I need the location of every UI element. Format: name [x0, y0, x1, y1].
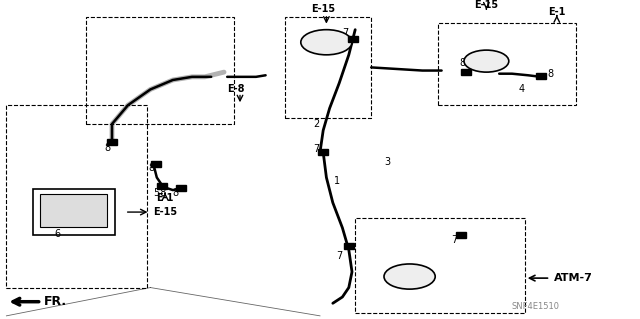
Bar	[107, 139, 117, 145]
Text: 8: 8	[547, 69, 554, 79]
Text: 6: 6	[54, 229, 61, 239]
Text: 8: 8	[460, 58, 466, 68]
Text: E-8: E-8	[227, 85, 244, 94]
Circle shape	[464, 50, 509, 72]
Circle shape	[301, 30, 352, 55]
Text: 7: 7	[451, 235, 458, 245]
Text: E-1: E-1	[548, 7, 566, 17]
Bar	[355, 219, 525, 313]
Bar	[536, 73, 546, 79]
Bar	[176, 185, 186, 191]
Text: 3: 3	[384, 157, 390, 167]
Text: 7: 7	[342, 28, 349, 38]
Text: E-15: E-15	[154, 207, 178, 217]
Text: 7: 7	[336, 251, 342, 261]
Text: 7: 7	[314, 144, 320, 154]
Text: 8: 8	[104, 143, 111, 152]
Bar	[157, 183, 167, 189]
Circle shape	[384, 264, 435, 289]
Text: 2: 2	[314, 119, 320, 129]
Text: 4: 4	[518, 85, 525, 94]
Text: FR.: FR.	[44, 295, 67, 308]
Text: 8: 8	[173, 188, 179, 198]
Bar	[6, 105, 147, 287]
Bar	[456, 232, 466, 238]
Text: 5: 5	[154, 188, 160, 198]
Text: 8: 8	[148, 163, 155, 173]
Bar	[461, 69, 471, 75]
Bar	[86, 17, 234, 124]
Bar	[348, 36, 358, 41]
Bar	[285, 17, 371, 118]
Text: ATM-7: ATM-7	[554, 273, 593, 283]
Text: 8: 8	[154, 188, 166, 198]
Bar	[33, 189, 115, 235]
Text: SNF4E1510: SNF4E1510	[512, 302, 560, 311]
Bar	[318, 149, 328, 155]
Text: 1: 1	[334, 176, 340, 186]
Bar	[344, 243, 354, 249]
Bar	[40, 195, 107, 227]
Text: E-15: E-15	[474, 0, 499, 10]
Text: E-15: E-15	[311, 4, 335, 14]
Bar	[151, 161, 161, 167]
Bar	[438, 23, 576, 105]
Text: E-1: E-1	[156, 193, 174, 203]
